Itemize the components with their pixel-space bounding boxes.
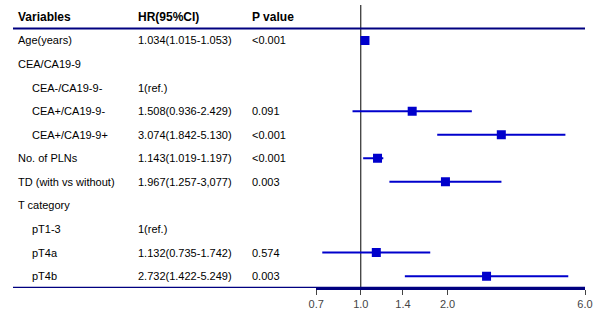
svg-text:<0.001: <0.001 bbox=[252, 152, 286, 164]
svg-text:pT4a: pT4a bbox=[32, 247, 58, 259]
svg-text:0.003: 0.003 bbox=[252, 176, 280, 188]
svg-text:<0.001: <0.001 bbox=[252, 34, 286, 46]
svg-text:CEA+/CA19-9-: CEA+/CA19-9- bbox=[32, 105, 105, 117]
svg-text:6.0: 6.0 bbox=[577, 298, 592, 310]
svg-text:1.4: 1.4 bbox=[395, 298, 410, 310]
svg-text:<0.001: <0.001 bbox=[252, 129, 286, 141]
svg-text:CEA-/CA19-9-: CEA-/CA19-9- bbox=[32, 82, 103, 94]
svg-text:T category: T category bbox=[18, 199, 70, 211]
svg-text:1.0: 1.0 bbox=[353, 298, 368, 310]
svg-text:1.143(1.019-1.197): 1.143(1.019-1.197) bbox=[138, 152, 232, 164]
svg-text:pT4b: pT4b bbox=[32, 270, 57, 282]
svg-text:1(ref.): 1(ref.) bbox=[138, 223, 167, 235]
svg-text:1.967(1.257-3,077): 1.967(1.257-3,077) bbox=[138, 176, 232, 188]
svg-text:3.074(1.842-5.130): 3.074(1.842-5.130) bbox=[138, 129, 232, 141]
svg-text:1(ref.): 1(ref.) bbox=[138, 82, 167, 94]
svg-text:CEA+/CA19-9+: CEA+/CA19-9+ bbox=[32, 129, 108, 141]
svg-text:CEA/CA19-9: CEA/CA19-9 bbox=[18, 58, 81, 70]
svg-text:Age(years): Age(years) bbox=[18, 34, 72, 46]
svg-text:1.034(1.015-1.053): 1.034(1.015-1.053) bbox=[138, 34, 232, 46]
svg-text:TD (with vs without): TD (with vs without) bbox=[18, 176, 115, 188]
svg-text:pT1-3: pT1-3 bbox=[32, 223, 61, 235]
svg-text:1.508(0.936-2.429): 1.508(0.936-2.429) bbox=[138, 105, 232, 117]
svg-text:P value: P value bbox=[252, 10, 294, 24]
svg-text:1.132(0.735-1.742): 1.132(0.735-1.742) bbox=[138, 247, 232, 259]
svg-text:0.574: 0.574 bbox=[252, 247, 280, 259]
svg-text:2.0: 2.0 bbox=[440, 298, 455, 310]
svg-text:2.732(1.422-5.249): 2.732(1.422-5.249) bbox=[138, 270, 232, 282]
svg-text:Variables: Variables bbox=[18, 10, 71, 24]
svg-text:0.003: 0.003 bbox=[252, 270, 280, 282]
svg-text:HR(95%CI): HR(95%CI) bbox=[138, 10, 199, 24]
svg-text:0.091: 0.091 bbox=[252, 105, 280, 117]
svg-text:0.7: 0.7 bbox=[309, 298, 324, 310]
svg-text:No. of PLNs: No. of PLNs bbox=[18, 152, 78, 164]
